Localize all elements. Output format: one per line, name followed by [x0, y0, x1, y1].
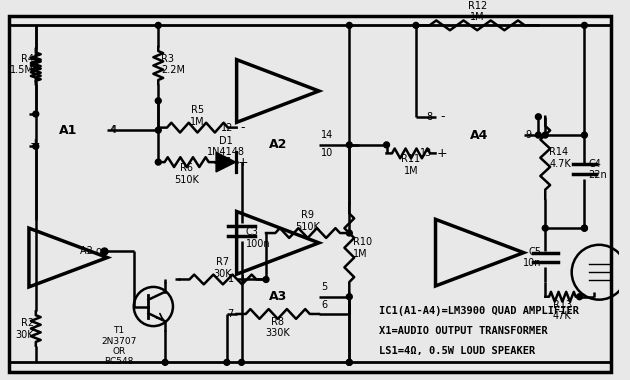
Text: -: - — [240, 307, 245, 320]
Text: +: + — [238, 156, 248, 169]
Circle shape — [156, 98, 161, 104]
Circle shape — [581, 22, 587, 28]
Circle shape — [33, 143, 38, 149]
Text: 11: 11 — [222, 157, 234, 167]
Circle shape — [346, 359, 352, 365]
Text: R12
1M: R12 1M — [467, 1, 487, 22]
Circle shape — [346, 294, 352, 300]
Circle shape — [542, 225, 548, 231]
Text: +: + — [30, 137, 40, 150]
Text: 4: 4 — [109, 125, 115, 135]
Text: C4
22n: C4 22n — [588, 158, 607, 180]
Circle shape — [346, 230, 352, 236]
Text: 10: 10 — [321, 148, 333, 158]
Text: C3
100n: C3 100n — [246, 227, 270, 249]
Text: D1
1N4148: D1 1N4148 — [207, 136, 245, 157]
Text: R3
2.2M: R3 2.2M — [161, 54, 185, 75]
Text: X1=AUDIO OUTPUT TRANSFORMER: X1=AUDIO OUTPUT TRANSFORMER — [379, 326, 547, 336]
Circle shape — [413, 22, 419, 28]
Text: A4: A4 — [471, 128, 489, 142]
Text: IC1(A1-A4)=LM3900 QUAD AMPLIFIER: IC1(A1-A4)=LM3900 QUAD AMPLIFIER — [379, 306, 579, 317]
Text: C5
10n: C5 10n — [523, 247, 541, 268]
Circle shape — [536, 132, 541, 138]
Circle shape — [156, 127, 161, 133]
Circle shape — [263, 277, 269, 282]
Circle shape — [156, 22, 161, 28]
Text: 8: 8 — [427, 112, 433, 122]
Circle shape — [224, 359, 230, 365]
Text: -: - — [33, 111, 37, 124]
Polygon shape — [216, 152, 236, 172]
Text: R7
30K: R7 30K — [214, 257, 232, 279]
Text: A2 o: A2 o — [79, 246, 101, 256]
Text: -: - — [440, 110, 445, 123]
Text: 14: 14 — [321, 130, 333, 140]
Circle shape — [346, 359, 352, 365]
Text: +: + — [437, 147, 448, 160]
Circle shape — [239, 359, 244, 365]
Text: +: + — [238, 273, 248, 286]
Text: R6
510K: R6 510K — [175, 163, 199, 185]
Text: A1: A1 — [59, 124, 77, 137]
Text: LS1=4Ω, 0.5W LOUD SPEAKER: LS1=4Ω, 0.5W LOUD SPEAKER — [379, 345, 535, 356]
Text: 1: 1 — [227, 274, 234, 285]
Circle shape — [33, 111, 38, 117]
Circle shape — [581, 132, 587, 138]
Text: 9: 9 — [525, 130, 532, 140]
Text: R8
330K: R8 330K — [265, 317, 290, 339]
Text: 5: 5 — [321, 282, 327, 292]
Text: R4
1.5M: R4 1.5M — [10, 54, 34, 75]
Circle shape — [346, 142, 352, 148]
Text: 6: 6 — [321, 299, 327, 310]
Text: T1
2N3707
OR
BC548: T1 2N3707 OR BC548 — [101, 326, 137, 366]
Circle shape — [156, 159, 161, 165]
Circle shape — [536, 114, 541, 120]
Text: R13
47K: R13 47K — [553, 300, 572, 321]
Text: R11
1M: R11 1M — [401, 154, 421, 176]
Circle shape — [542, 132, 548, 138]
Circle shape — [346, 22, 352, 28]
Circle shape — [581, 225, 587, 231]
Circle shape — [162, 359, 168, 365]
Text: A3: A3 — [268, 290, 287, 303]
Text: R9
510K: R9 510K — [295, 211, 320, 232]
Text: R14
4.7K: R14 4.7K — [549, 147, 571, 169]
Circle shape — [581, 225, 587, 231]
Text: -: - — [240, 121, 245, 134]
Text: 4: 4 — [110, 125, 117, 135]
Circle shape — [576, 294, 583, 300]
Text: R10
1M: R10 1M — [353, 237, 372, 258]
Text: 13: 13 — [420, 149, 433, 158]
Text: 12: 12 — [221, 123, 234, 133]
Text: R5
1M: R5 1M — [190, 105, 205, 127]
Text: A2: A2 — [268, 138, 287, 151]
Text: 7: 7 — [227, 309, 234, 319]
Circle shape — [384, 142, 389, 148]
Text: R2
30K: R2 30K — [15, 318, 34, 340]
